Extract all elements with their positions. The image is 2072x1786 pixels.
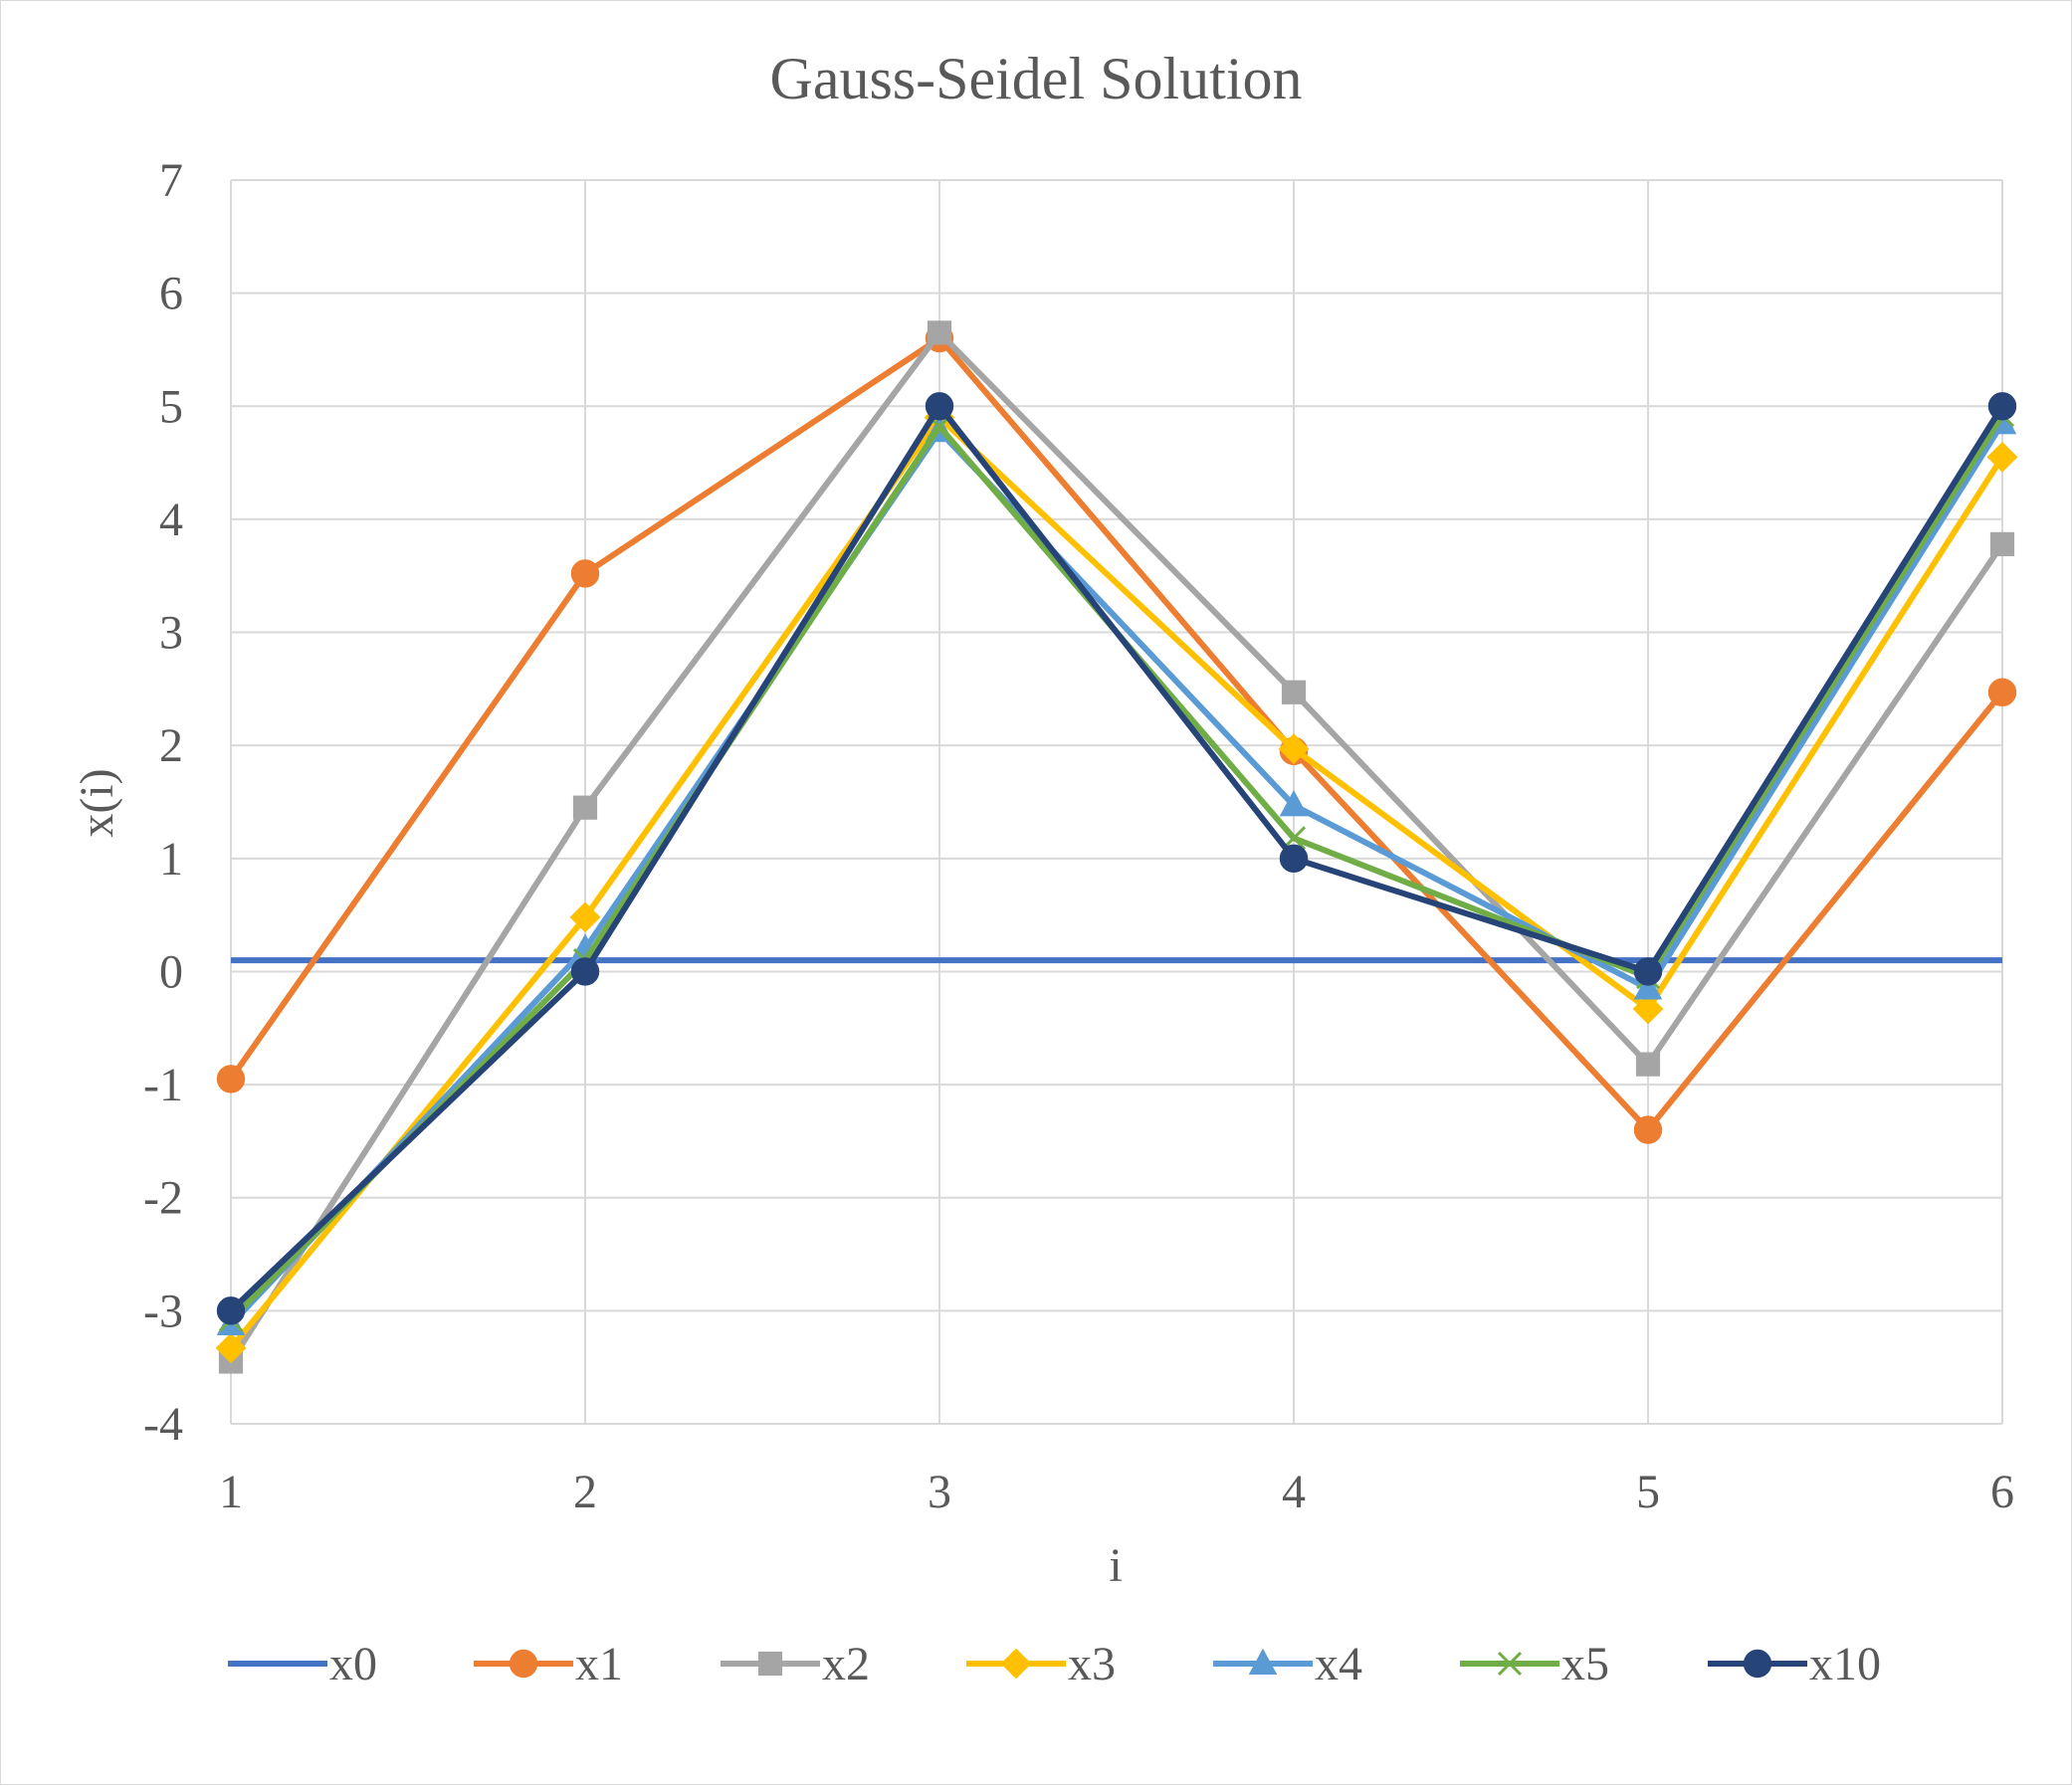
- x-tick-label: 1: [219, 1466, 243, 1518]
- y-tick-label: 7: [159, 154, 183, 207]
- legend-marker: [509, 1649, 538, 1679]
- data-point-x10: [1633, 957, 1663, 986]
- y-tick-label: -3: [143, 1285, 183, 1337]
- data-point-x10: [1279, 844, 1309, 874]
- data-point-x3: [1986, 442, 2018, 473]
- data-point-x1: [1633, 1115, 1663, 1144]
- data-point-x10: [1987, 392, 2017, 421]
- data-point-x1: [216, 1065, 246, 1093]
- legend-marker: [757, 1651, 783, 1677]
- y-tick-label: 3: [159, 607, 183, 660]
- legend-marker: [1248, 1648, 1278, 1675]
- x-axis-label: i: [1109, 1539, 1122, 1592]
- y-tick-label: 2: [159, 719, 183, 772]
- y-tick-label: 0: [159, 945, 183, 998]
- y-tick-label: -2: [143, 1172, 183, 1225]
- data-point-x4: [1633, 973, 1663, 1000]
- y-axis-label: x(i): [71, 768, 123, 837]
- series-line-x10: [228, 403, 2005, 1313]
- legend-item-x1: x1: [474, 1638, 623, 1690]
- series-x10: [216, 392, 2017, 1325]
- chart-title: Gauss-Seidel Solution: [770, 46, 1303, 111]
- legend-label: x10: [1809, 1638, 1881, 1690]
- data-point-x10: [925, 392, 954, 421]
- series-line-x3: [228, 414, 2005, 1350]
- legend-item-x4: x4: [1213, 1638, 1362, 1690]
- y-tick-label: -4: [143, 1398, 183, 1451]
- legend-label: x2: [822, 1638, 870, 1690]
- legend-label: x1: [575, 1638, 623, 1690]
- legend-item-x10: x10: [1708, 1638, 1881, 1690]
- legend-marker: [1497, 1651, 1523, 1677]
- legend-label: x4: [1315, 1638, 1362, 1690]
- series-line-x4: [228, 421, 2005, 1327]
- legend-label: x0: [329, 1638, 377, 1690]
- legend-item-x0: x0: [228, 1638, 377, 1690]
- legend-label: x5: [1561, 1638, 1609, 1690]
- data-point-x3: [1278, 733, 1310, 764]
- legend-item-x5: x5: [1460, 1638, 1609, 1690]
- data-point-x2: [572, 795, 598, 820]
- grid-lines: [230, 179, 2003, 1425]
- x-tick-labels: 1 2 3 4 5 6: [219, 1466, 2014, 1518]
- legend-label: x3: [1068, 1638, 1116, 1690]
- y-tick-label: 5: [159, 380, 183, 433]
- y-tick-label: 6: [159, 268, 183, 320]
- data-point-x3: [215, 1332, 247, 1364]
- legend-marker: [1743, 1649, 1772, 1679]
- data-point-x2: [1635, 1052, 1661, 1077]
- marker-stroke: [1497, 1651, 1523, 1677]
- data-point-x10: [570, 957, 600, 986]
- legend-item-x3: x3: [966, 1638, 1116, 1690]
- data-point-x3: [1632, 993, 1664, 1025]
- series-group: [215, 320, 2018, 1374]
- data-point-x10: [216, 1296, 246, 1325]
- legend: x0 x1 x2 x3 x4 x5 x10: [228, 1638, 1881, 1690]
- series-line-x1: [228, 335, 2005, 1133]
- data-point-x2: [1281, 680, 1307, 704]
- x-tick-label: 4: [1282, 1466, 1306, 1518]
- series-line-x2: [228, 329, 2005, 1364]
- x-tick-label: 3: [928, 1466, 951, 1518]
- data-point-x1: [1987, 678, 2017, 706]
- y-tick-labels: -4 -3 -2 -1 0 1 2 3 4 5 6 7: [143, 154, 183, 1451]
- data-point-x3: [569, 901, 601, 933]
- legend-marker: [1000, 1648, 1032, 1680]
- data-point-x2: [927, 320, 952, 345]
- y-tick-label: 1: [159, 833, 183, 886]
- series-x1: [216, 323, 2017, 1144]
- series-x2: [218, 320, 2015, 1374]
- x-tick-label: 6: [1990, 1466, 2014, 1518]
- legend-item-x2: x2: [721, 1638, 870, 1690]
- x-tick-label: 2: [573, 1466, 597, 1518]
- data-point-x2: [1989, 531, 2015, 557]
- y-tick-label: -1: [143, 1059, 183, 1111]
- x-tick-label: 5: [1636, 1466, 1660, 1518]
- y-tick-label: 4: [159, 494, 183, 546]
- data-point-x1: [570, 559, 600, 588]
- data-point-x4: [1279, 790, 1309, 817]
